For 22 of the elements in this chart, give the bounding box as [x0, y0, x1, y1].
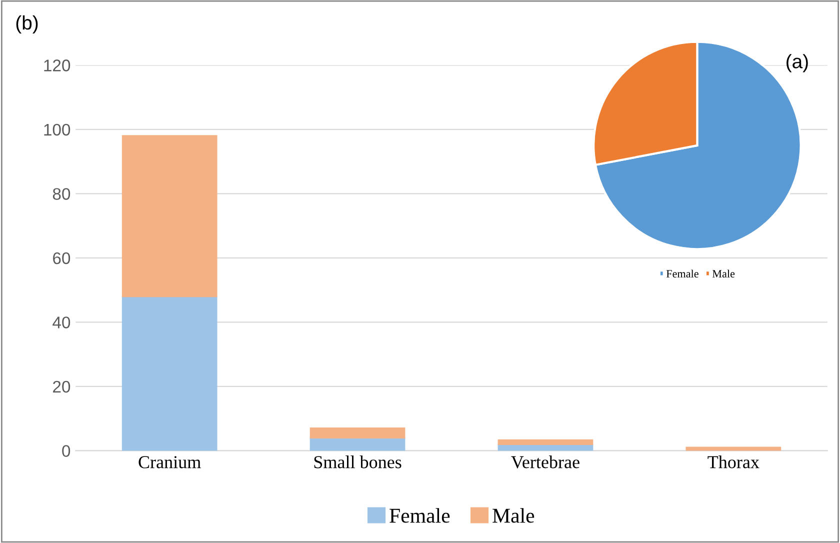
y-tick-label: 120: [44, 60, 70, 72]
y-tick-label: 0: [62, 445, 70, 457]
x-tick-label: Cranium: [138, 456, 201, 468]
bar: [686, 446, 782, 451]
chart-title: (b): [16, 15, 38, 34]
bar: [122, 135, 218, 298]
legend-label: Male: [492, 508, 534, 523]
x-tick-label: Small bones: [314, 456, 402, 468]
legend-label: Female: [390, 508, 450, 523]
bar: [122, 296, 218, 451]
x-tick-label: Vertebrae: [511, 456, 580, 468]
text: (a): [786, 54, 808, 72]
legend-label: Male: [712, 270, 735, 278]
legend-label: Female: [666, 270, 698, 278]
y-tick-label: 80: [52, 188, 70, 200]
x-tick-label: Thorax: [708, 456, 760, 468]
bar: [498, 439, 594, 445]
y-tick-label: 60: [53, 252, 70, 264]
bar: [310, 428, 406, 439]
y-tick-label: 100: [44, 124, 70, 136]
y-tick-label: 40: [52, 316, 70, 328]
y-tick-label: 20: [53, 380, 70, 393]
